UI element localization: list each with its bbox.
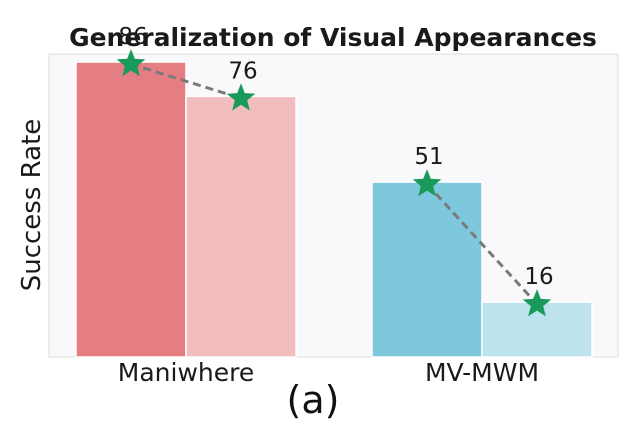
data-label-mv-mwm-1: 51 (414, 144, 443, 170)
x-tick-label-mv-mwm: MV-MWM (425, 358, 539, 387)
star-marker-maniwhere-2 (226, 83, 256, 111)
connector-lines-layer (130, 62, 539, 306)
bar-mv-mwm-2 (481, 301, 593, 358)
y-axis-label: Success Rate (17, 119, 47, 292)
markers-layer (116, 49, 552, 317)
star-marker-maniwhere-1 (116, 49, 146, 77)
bar-maniwhere-2 (185, 95, 297, 358)
data-labels-layer: 86 76 51 16 (118, 24, 553, 290)
bar-maniwhere-1 (75, 61, 187, 358)
figure-caption: (a) (287, 378, 340, 422)
x-tick-labels-layer: Maniwhere MV-MWM (118, 358, 539, 387)
data-label-maniwhere-2: 76 (228, 58, 257, 84)
data-label-mv-mwm-2: 16 (524, 264, 553, 290)
bar-mv-mwm-1 (371, 181, 483, 358)
x-tick-label-maniwhere: Maniwhere (118, 358, 254, 387)
connector-line-mv-mwm (425, 183, 539, 306)
chart-title: Generalization of Visual Appearances (69, 23, 597, 52)
star-marker-mv-mwm-1 (412, 169, 442, 197)
connector-line-maniwhere (130, 62, 242, 100)
data-label-maniwhere-1: 86 (118, 24, 147, 50)
star-marker-mv-mwm-2 (522, 289, 552, 317)
